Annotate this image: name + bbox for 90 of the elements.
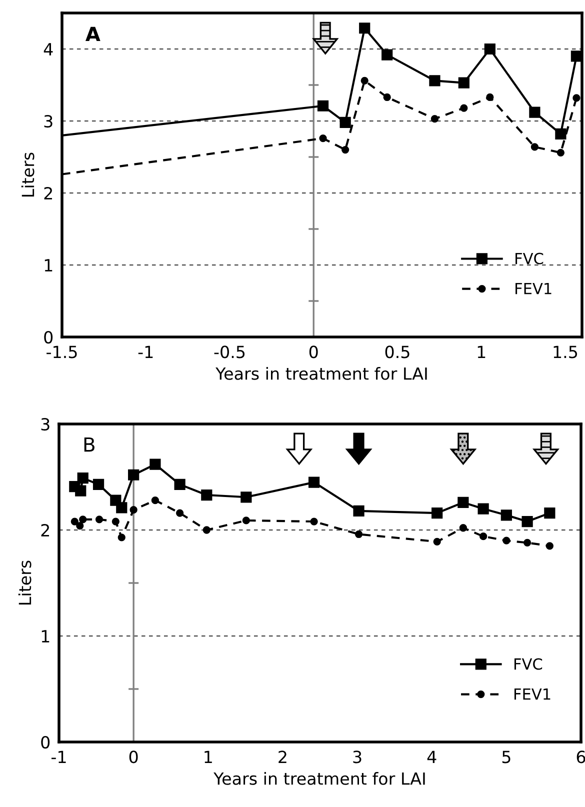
x-axis-title: Years in treatment for LAI: [214, 772, 425, 785]
point: [310, 518, 318, 526]
point: [522, 516, 533, 528]
y-tick-label: 1: [44, 259, 52, 272]
legend-label: FEV1: [514, 688, 550, 700]
point: [341, 146, 350, 154]
y-tick-label: 2: [41, 524, 49, 536]
point: [151, 496, 160, 504]
annotation: B: [84, 437, 94, 452]
point: [174, 478, 186, 490]
x-tick-label: 2: [278, 750, 286, 763]
point: [76, 522, 84, 530]
x-tick-label: 5: [502, 750, 510, 764]
point: [529, 106, 540, 118]
x-tick-label: -1: [52, 750, 66, 763]
point: [353, 505, 364, 516]
point: [354, 530, 363, 538]
legend-label: FEV1: [516, 283, 552, 294]
point: [92, 478, 104, 490]
x-tick-label: -1: [138, 346, 153, 358]
x-tick-label: 0.5: [385, 346, 410, 358]
y-tick-label: 3: [41, 418, 50, 431]
x-tick-label: 0: [309, 346, 318, 358]
point: [112, 518, 120, 526]
x-tick-label: -1.5: [46, 346, 77, 358]
point: [116, 502, 128, 514]
point: [430, 115, 439, 123]
point: [242, 516, 250, 524]
point: [202, 526, 210, 534]
point: [458, 77, 470, 88]
point: [572, 94, 580, 102]
point: [79, 516, 87, 524]
point: [75, 485, 86, 496]
point: [570, 50, 582, 62]
x-tick-label: 0: [129, 750, 138, 764]
x-tick-label: 1.5: [554, 346, 578, 358]
point: [555, 128, 566, 140]
point: [240, 492, 252, 503]
point: [546, 542, 554, 550]
point: [176, 509, 184, 517]
point: [360, 76, 368, 84]
annotation: A: [85, 26, 100, 42]
point: [484, 43, 496, 55]
y-tick-label: 1: [42, 630, 50, 642]
x-tick-label: 4: [427, 750, 436, 763]
x-tick-label: 6: [576, 750, 585, 764]
point: [317, 100, 329, 112]
point: [70, 518, 78, 526]
point: [150, 458, 161, 470]
point: [523, 538, 532, 547]
y-tick-label: 0: [44, 330, 53, 344]
point: [359, 22, 370, 34]
point: [460, 104, 468, 112]
point: [95, 516, 104, 524]
x-tick-label: 1: [204, 750, 212, 763]
y-tick-label: 4: [44, 43, 53, 56]
point: [432, 507, 443, 519]
point: [308, 476, 320, 488]
y-tick-label: 0: [41, 736, 50, 749]
point: [201, 489, 212, 501]
x-tick-label: -0.5: [214, 346, 245, 358]
legend-label: FVC: [514, 658, 542, 670]
x-axis-title: Years in treatment for LAI: [216, 367, 427, 380]
x-tick-label: 3: [353, 750, 362, 764]
y-tick-label: 3: [44, 114, 52, 128]
point: [478, 503, 489, 514]
point: [500, 510, 512, 521]
legend-label: FVC: [516, 252, 544, 264]
y-tick-label: 2: [44, 186, 52, 200]
point: [319, 134, 327, 142]
point: [556, 148, 565, 156]
y-axis-title: Liters: [18, 560, 32, 604]
point: [118, 534, 126, 542]
point: [433, 538, 441, 546]
point: [429, 75, 440, 86]
point: [383, 93, 391, 102]
point: [458, 496, 469, 508]
point: [544, 507, 556, 519]
point: [340, 116, 351, 128]
point: [486, 93, 494, 102]
point: [128, 469, 140, 480]
point: [479, 532, 488, 540]
point: [77, 472, 88, 484]
point: [530, 143, 539, 151]
point: [502, 536, 510, 544]
point: [130, 506, 138, 514]
x-tick-label: 1: [478, 346, 486, 358]
point: [382, 49, 393, 60]
point: [459, 524, 467, 532]
y-axis-title: Liters: [21, 152, 34, 196]
